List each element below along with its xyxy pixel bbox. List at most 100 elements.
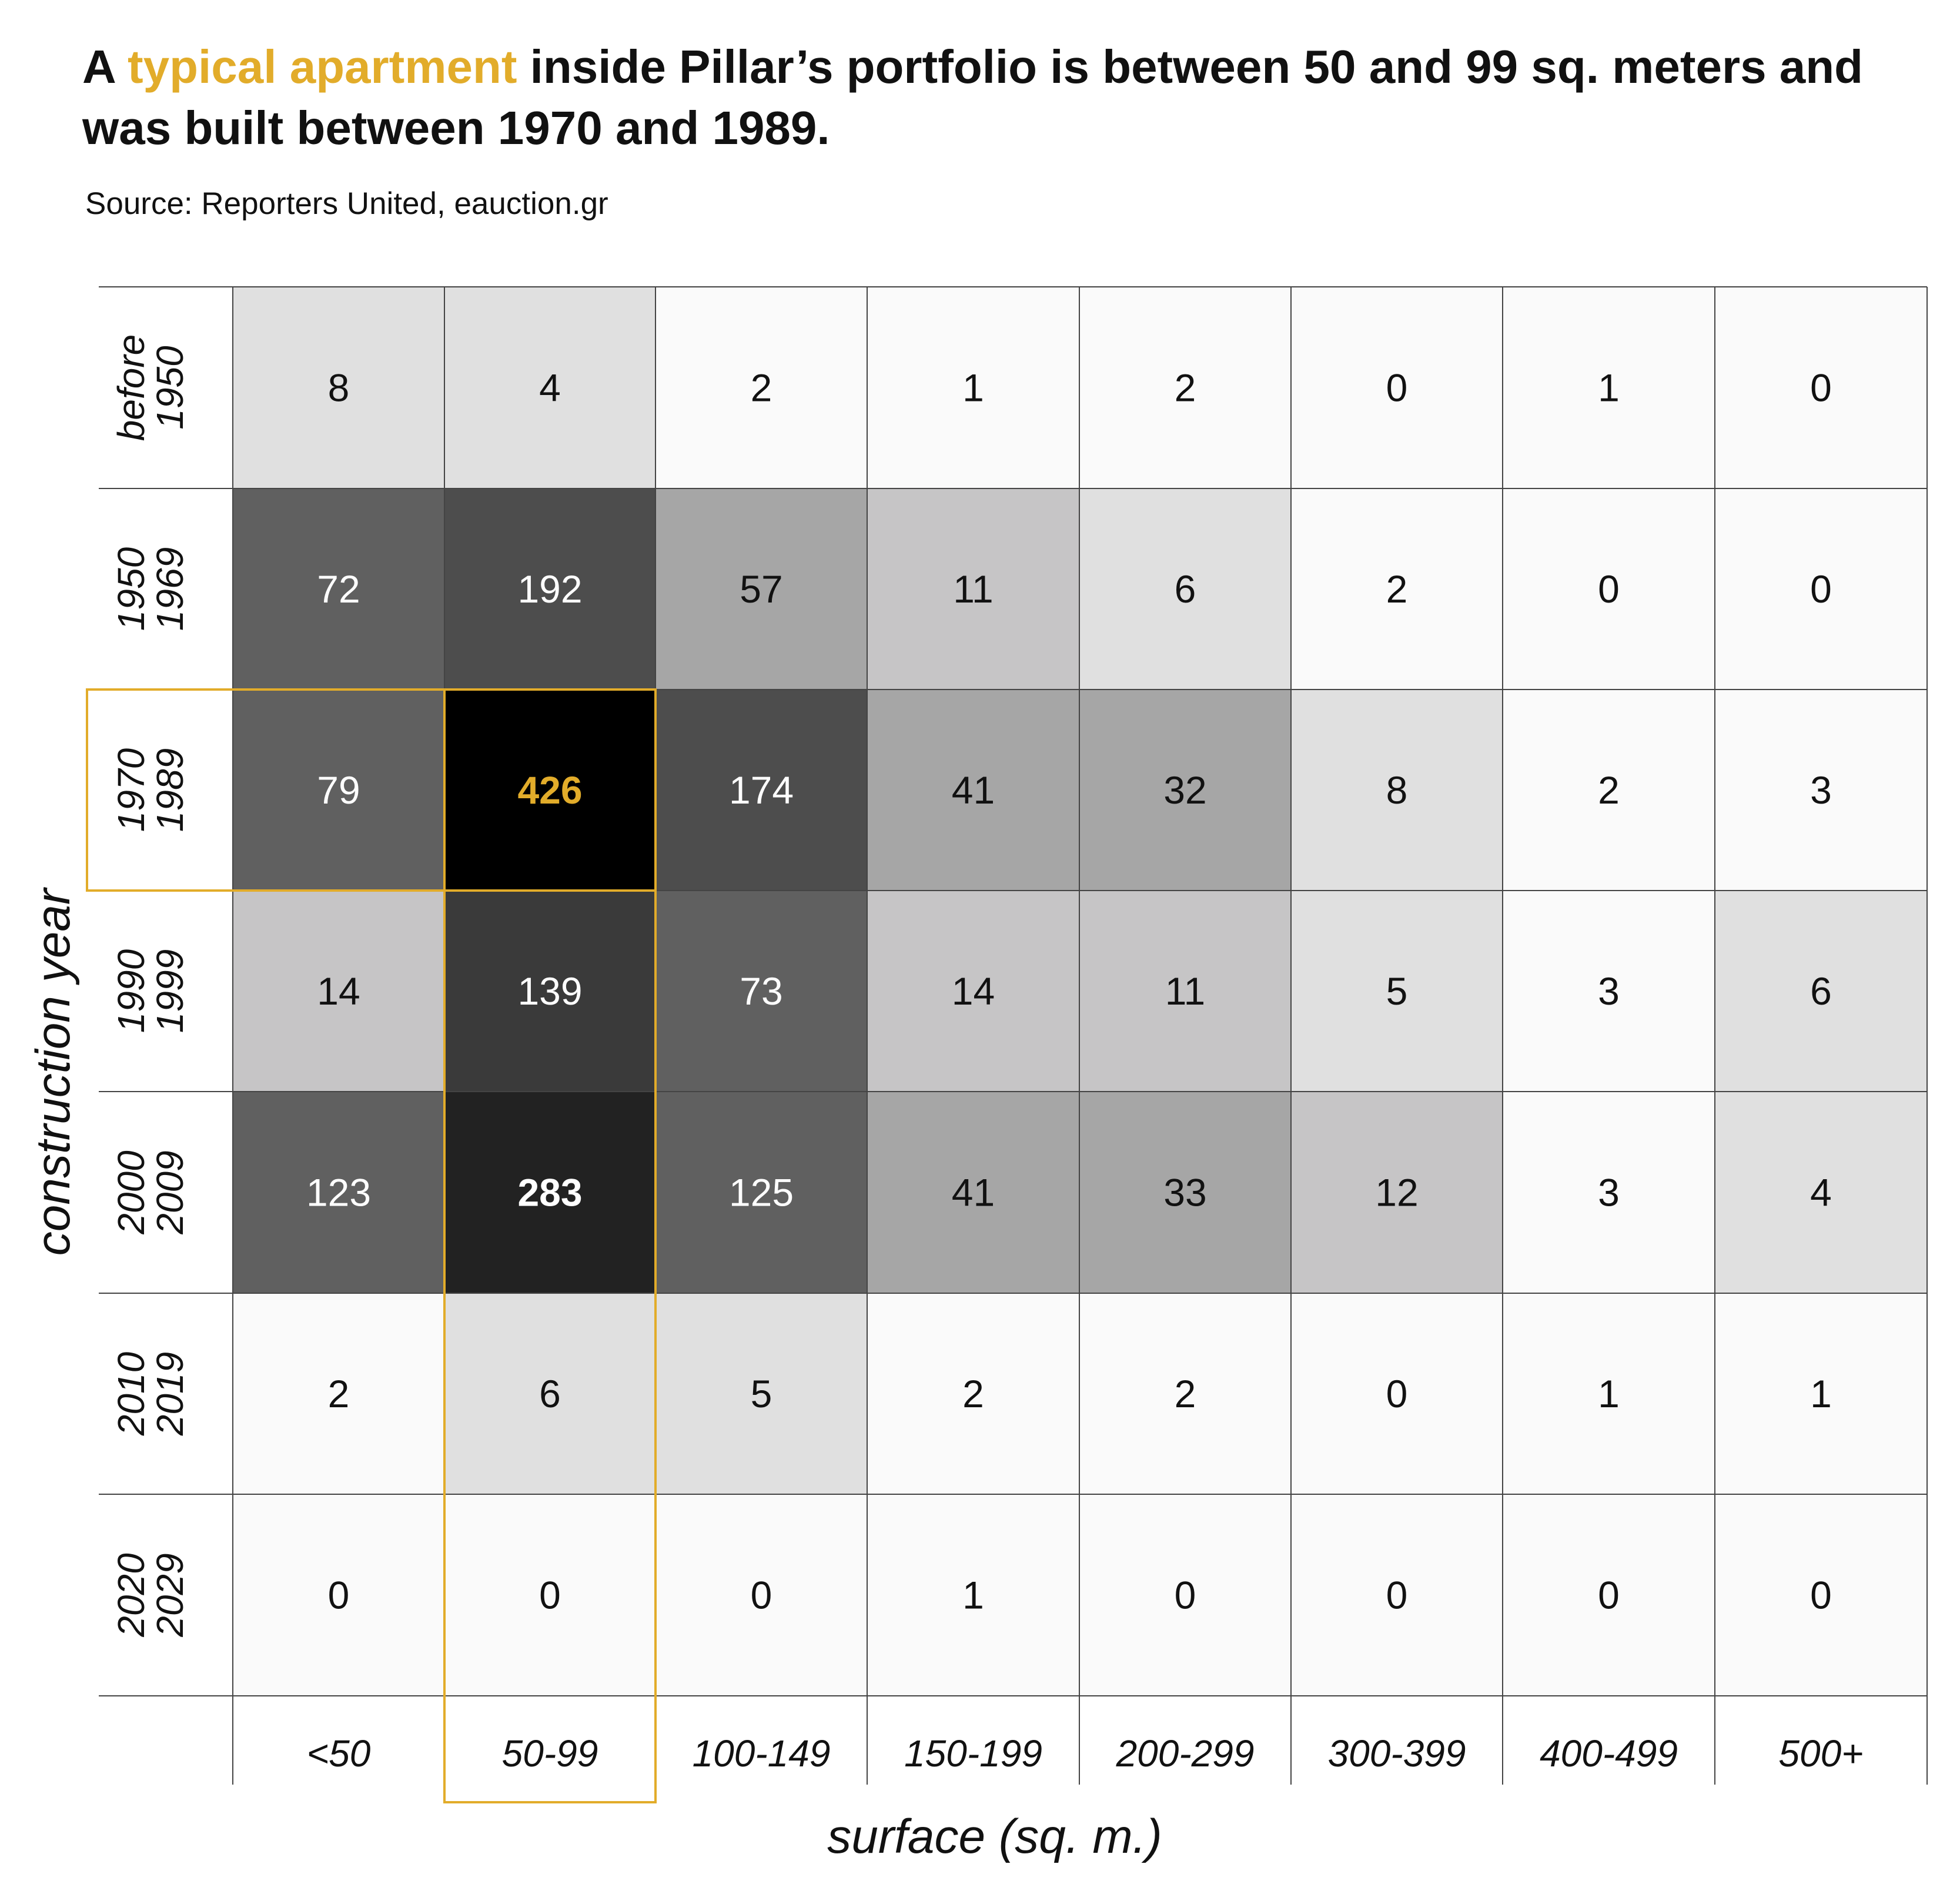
heatmap-cell bbox=[1291, 1293, 1503, 1494]
heatmap-cell bbox=[444, 1293, 655, 1494]
heatmap-cell bbox=[233, 1092, 444, 1293]
heatmap-cell bbox=[1079, 690, 1291, 891]
cell-value: 33 bbox=[1163, 1171, 1206, 1214]
heatmap-cell bbox=[1715, 1293, 1927, 1494]
cell-value: 2 bbox=[1598, 768, 1620, 812]
heatmap-cell bbox=[1079, 287, 1291, 488]
heatmap-cell bbox=[867, 1293, 1079, 1494]
row-highlight bbox=[86, 688, 655, 892]
heatmap-cell bbox=[1079, 1092, 1291, 1293]
x-tick-label: 150-199 bbox=[904, 1732, 1042, 1775]
cell-value: 125 bbox=[729, 1171, 794, 1214]
cell-value: 2 bbox=[962, 1372, 984, 1415]
y-tick-label-line: 1969 bbox=[149, 547, 191, 631]
x-tick-label: 300-399 bbox=[1328, 1732, 1466, 1775]
cell-value: 0 bbox=[1386, 1372, 1408, 1415]
heatmap-cell bbox=[655, 488, 867, 690]
cell-value: 426 bbox=[517, 768, 582, 812]
cell-value: 2 bbox=[1175, 1372, 1196, 1415]
cell-value: 3 bbox=[1598, 1171, 1620, 1214]
heatmap-cell bbox=[655, 690, 867, 891]
cell-value: 12 bbox=[1375, 1171, 1418, 1214]
title-part-2: inside Pillar’s portfolio is between 50 … bbox=[82, 41, 1864, 154]
column-highlight bbox=[443, 688, 657, 1803]
heatmap-cell bbox=[444, 1494, 655, 1696]
y-tick-label-line: 1999 bbox=[149, 949, 191, 1033]
cell-value: 41 bbox=[952, 1171, 995, 1214]
cell-value: 0 bbox=[1386, 366, 1408, 410]
heatmap-cell bbox=[1715, 488, 1927, 690]
cell-value: 72 bbox=[317, 567, 360, 611]
cell-value: 1 bbox=[1810, 1372, 1832, 1415]
y-tick-label-line: 1950 bbox=[149, 346, 191, 430]
y-tick-label-line: 2020 bbox=[110, 1553, 152, 1638]
cell-value: 3 bbox=[1810, 768, 1832, 812]
heatmap-cell bbox=[1291, 287, 1503, 488]
heatmap-cell bbox=[1715, 1092, 1927, 1293]
cell-value: 32 bbox=[1163, 768, 1206, 812]
cell-value: 0 bbox=[1386, 1574, 1408, 1617]
heatmap-cell bbox=[233, 891, 444, 1092]
cell-value: 8 bbox=[1386, 768, 1408, 812]
y-tick-label-line: 1970 bbox=[110, 748, 152, 832]
cell-value: 1 bbox=[1598, 366, 1620, 410]
heatmap-cell bbox=[655, 287, 867, 488]
heatmap-cell bbox=[1291, 690, 1503, 891]
heatmap-cell bbox=[444, 690, 655, 891]
heatmap-cell bbox=[233, 1293, 444, 1494]
heatmap-cell bbox=[1291, 891, 1503, 1092]
cell-value: 283 bbox=[517, 1171, 582, 1214]
heatmap-cell bbox=[655, 891, 867, 1092]
cell-value: 2 bbox=[751, 366, 772, 410]
cell-value: 5 bbox=[1386, 969, 1408, 1013]
cell-value: 1 bbox=[962, 1574, 984, 1617]
heatmap-cells bbox=[233, 287, 1927, 1696]
cell-value: 0 bbox=[1175, 1574, 1196, 1617]
y-tick-label-line: 1950 bbox=[110, 547, 152, 631]
heatmap-cell bbox=[1079, 488, 1291, 690]
heatmap-cell bbox=[1715, 287, 1927, 488]
x-axis-title: surface (sq. m.) bbox=[827, 1810, 1162, 1863]
cell-value: 174 bbox=[729, 768, 794, 812]
cell-value: 0 bbox=[1810, 366, 1832, 410]
x-tick-labels: <50 50-99 100-149 150-199 200-299 300-399 400-… bbox=[307, 1732, 1864, 1775]
title-part-1: A bbox=[82, 41, 128, 93]
cell-value: 14 bbox=[952, 969, 995, 1013]
heatmap-cell bbox=[444, 1092, 655, 1293]
heatmap-cell bbox=[1079, 1494, 1291, 1696]
y-tick-label: 20102019 bbox=[110, 1351, 191, 1436]
cell-value: 192 bbox=[517, 567, 582, 611]
cell-value: 5 bbox=[751, 1372, 772, 1415]
cell-value: 11 bbox=[1165, 969, 1206, 1013]
heatmap-cell bbox=[444, 287, 655, 488]
heatmap-cell bbox=[655, 1092, 867, 1293]
cell-value: 0 bbox=[1810, 1574, 1832, 1617]
x-tick-label: 500+ bbox=[1778, 1732, 1863, 1775]
heatmap-cell bbox=[233, 488, 444, 690]
cell-value: 139 bbox=[517, 969, 582, 1013]
x-tick-label: 400-499 bbox=[1540, 1732, 1678, 1775]
heatmap-cell bbox=[1503, 1092, 1715, 1293]
heatmap-cell bbox=[655, 1293, 867, 1494]
y-tick-labels: before1950195019691970198919901999200020… bbox=[110, 334, 191, 1638]
heatmap-cell bbox=[1079, 1293, 1291, 1494]
title-highlight: typical apartment bbox=[128, 41, 517, 93]
y-tick-label: 20002009 bbox=[110, 1150, 191, 1235]
y-tick-label-line: 2029 bbox=[149, 1553, 191, 1637]
heatmap-cell bbox=[1291, 1494, 1503, 1696]
heatmap-cell bbox=[1079, 891, 1291, 1092]
heatmap-cell bbox=[655, 1494, 867, 1696]
x-tick-label: <50 bbox=[307, 1732, 371, 1775]
heatmap-cell bbox=[867, 287, 1079, 488]
highlight-outlines bbox=[86, 688, 657, 1803]
heatmap-cell bbox=[233, 1494, 444, 1696]
heatmap-cell bbox=[867, 690, 1079, 891]
cell-value: 6 bbox=[539, 1372, 561, 1415]
heatmap-cell bbox=[867, 1494, 1079, 1696]
cell-value: 2 bbox=[1386, 567, 1408, 611]
cell-value: 8 bbox=[328, 366, 350, 410]
cell-value: 0 bbox=[751, 1574, 772, 1617]
cell-value: 0 bbox=[1598, 567, 1620, 611]
x-tick-label: 100-149 bbox=[693, 1732, 831, 1775]
